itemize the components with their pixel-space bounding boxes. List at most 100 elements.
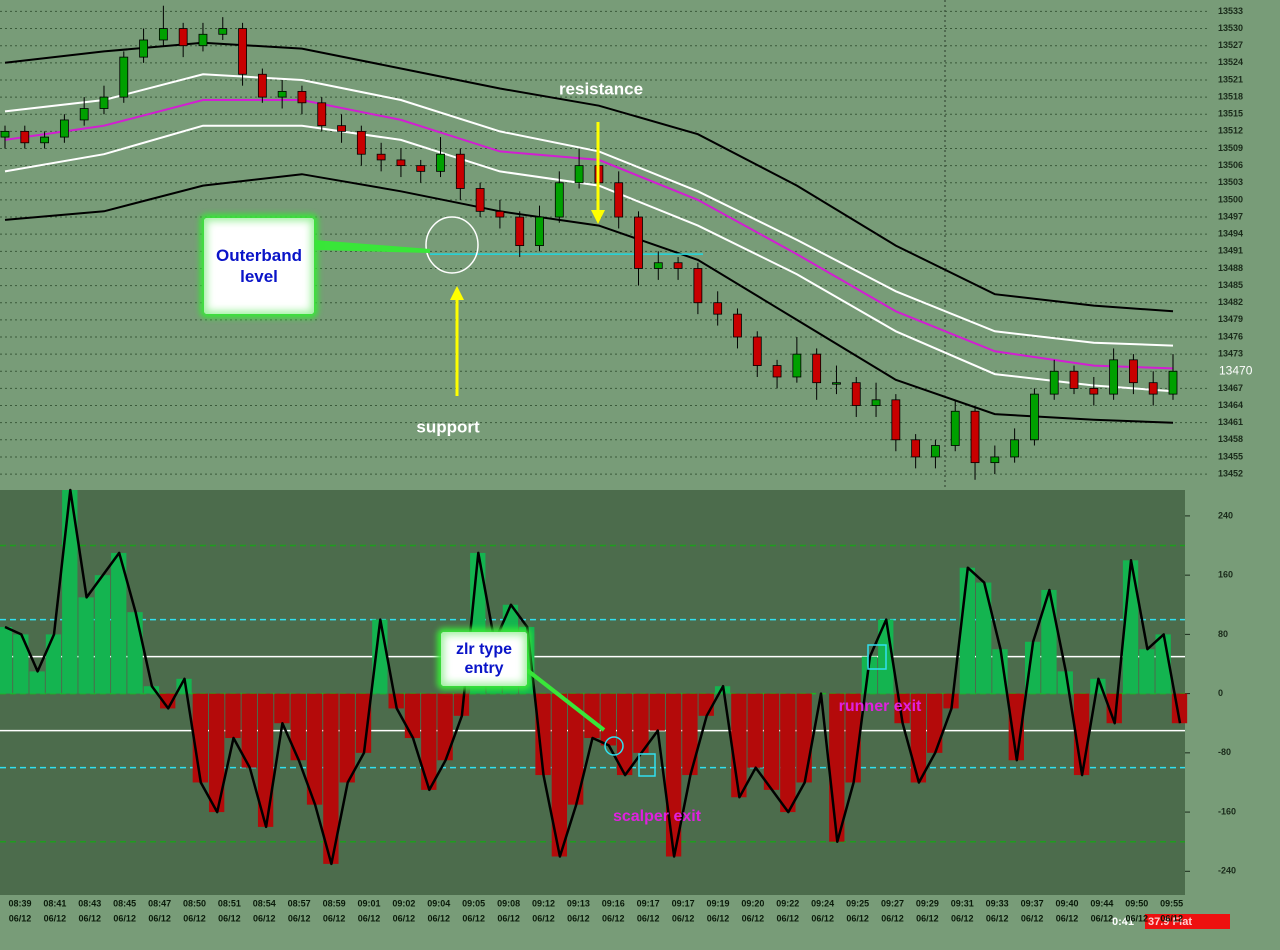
histogram-bar bbox=[649, 693, 665, 731]
x-tick-label: 09:22 bbox=[776, 898, 799, 908]
x-tick-label: 09:01 bbox=[357, 898, 380, 908]
x-tick-label: 08:45 bbox=[113, 898, 136, 908]
candle-body bbox=[436, 153, 445, 172]
histogram-bar bbox=[176, 678, 192, 694]
candle-body bbox=[673, 262, 683, 269]
histogram-bar bbox=[568, 693, 584, 805]
y-tick-label: 13491 bbox=[1218, 246, 1243, 256]
x-tick-date: 06/12 bbox=[637, 913, 660, 923]
x-tick-date: 06/12 bbox=[1126, 913, 1149, 923]
histogram-bar bbox=[127, 612, 143, 694]
candle-body bbox=[317, 102, 327, 127]
candle-body bbox=[257, 73, 267, 98]
candle-body bbox=[851, 382, 861, 406]
candle-body bbox=[653, 262, 663, 269]
candle-body bbox=[812, 353, 822, 384]
y-tick-label: 13497 bbox=[1218, 211, 1243, 221]
x-tick-date: 06/12 bbox=[951, 913, 974, 923]
candle-body bbox=[871, 399, 881, 406]
x-tick-label: 09:44 bbox=[1090, 898, 1113, 908]
candle-body bbox=[475, 188, 485, 212]
y-tick-label: 13461 bbox=[1218, 417, 1243, 427]
y-tick-label: 13515 bbox=[1218, 109, 1243, 119]
x-tick-date: 06/12 bbox=[846, 913, 869, 923]
x-tick-date: 06/12 bbox=[777, 913, 800, 923]
x-tick-label: 09:50 bbox=[1125, 898, 1148, 908]
x-tick-label: 09:24 bbox=[811, 898, 834, 908]
y-tick-label: -160 bbox=[1218, 806, 1236, 816]
histogram-bar bbox=[404, 693, 421, 739]
y-tick-label: -240 bbox=[1218, 866, 1236, 876]
x-tick-label: 09:05 bbox=[462, 898, 485, 908]
candle-body bbox=[59, 119, 69, 138]
candle-body bbox=[356, 130, 366, 155]
x-tick-date: 06/12 bbox=[881, 913, 904, 923]
candle-body bbox=[1049, 370, 1059, 395]
x-tick-label: 08:51 bbox=[218, 898, 241, 908]
y-tick-label: 13452 bbox=[1218, 468, 1243, 478]
histogram-bar bbox=[535, 693, 551, 776]
y-tick-label: 13479 bbox=[1218, 314, 1243, 324]
resistance-arrow-head bbox=[591, 210, 605, 224]
x-tick-label: 09:02 bbox=[392, 898, 415, 908]
histogram-bar bbox=[257, 693, 274, 827]
x-tick-date: 06/12 bbox=[1056, 913, 1079, 923]
x-tick-label: 09:33 bbox=[986, 898, 1009, 908]
last-price-box bbox=[1212, 363, 1260, 380]
x-tick-label: 09:12 bbox=[532, 898, 555, 908]
candle-body bbox=[277, 90, 287, 98]
candle-body bbox=[1129, 359, 1138, 384]
x-tick-date: 06/12 bbox=[9, 913, 32, 923]
candle-body bbox=[40, 136, 49, 144]
histogram-bar bbox=[94, 575, 111, 694]
histogram-bar bbox=[13, 634, 29, 694]
y-tick-label: 240 bbox=[1218, 510, 1233, 520]
histogram-bar bbox=[927, 693, 943, 753]
x-tick-date: 06/12 bbox=[916, 913, 939, 923]
x-tick-label: 09:20 bbox=[741, 898, 764, 908]
candle-body bbox=[1089, 387, 1099, 395]
candle-body bbox=[238, 28, 247, 75]
x-tick-date: 06/12 bbox=[602, 913, 625, 923]
histogram-bar bbox=[959, 567, 976, 694]
x-tick-date: 06/12 bbox=[1160, 913, 1183, 923]
x-tick-label: 09:27 bbox=[881, 898, 904, 908]
histogram-bar bbox=[616, 693, 633, 776]
y-tick-label: 13518 bbox=[1218, 91, 1243, 101]
histogram-bar bbox=[29, 671, 45, 694]
y-tick-label: 160 bbox=[1218, 570, 1233, 580]
histogram-bar bbox=[584, 693, 600, 739]
x-tick-label: 08:50 bbox=[183, 898, 206, 908]
y-tick-label: 13458 bbox=[1218, 434, 1243, 444]
runner-exit-marker bbox=[867, 644, 887, 670]
candle-body bbox=[0, 130, 10, 138]
candle-body bbox=[20, 130, 30, 144]
x-tick-date: 06/12 bbox=[323, 913, 346, 923]
candle-body bbox=[911, 439, 921, 458]
histogram-bar bbox=[225, 693, 241, 739]
x-tick-label: 09:40 bbox=[1055, 898, 1078, 908]
oscillator-line bbox=[4, 488, 1182, 866]
x-tick-date: 06/12 bbox=[1021, 913, 1044, 923]
y-tick-label: 13509 bbox=[1218, 143, 1243, 153]
x-tick-label: 08:57 bbox=[288, 898, 311, 908]
x-tick-label: 09:13 bbox=[567, 898, 590, 908]
candle-body bbox=[713, 302, 723, 315]
x-tick-date: 06/12 bbox=[986, 913, 1009, 923]
x-tick-label: 08:41 bbox=[43, 898, 66, 908]
x-tick-date: 06/12 bbox=[393, 913, 416, 923]
x-tick-date: 06/12 bbox=[428, 913, 451, 923]
histogram-bar bbox=[62, 490, 78, 694]
candle-body bbox=[515, 216, 525, 247]
histogram-bar bbox=[780, 693, 796, 813]
candle-body bbox=[832, 382, 841, 385]
histogram-bar bbox=[421, 693, 437, 790]
histogram-bar bbox=[976, 582, 992, 694]
y-tick-label: 80 bbox=[1218, 629, 1228, 639]
y-tick-label: 13503 bbox=[1218, 177, 1243, 187]
x-tick-date: 06/12 bbox=[148, 913, 171, 923]
x-tick-label: 09:31 bbox=[951, 898, 974, 908]
annotation: support bbox=[416, 417, 480, 436]
